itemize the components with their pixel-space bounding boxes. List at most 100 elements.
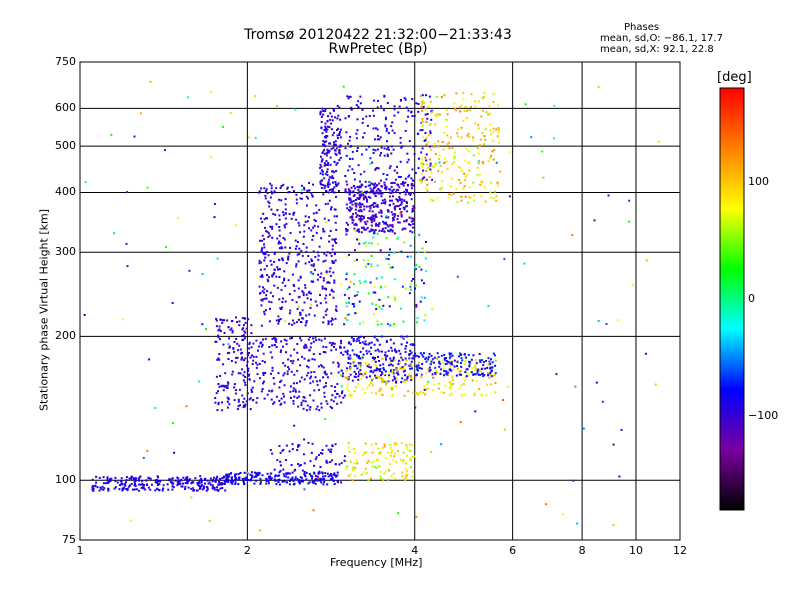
data-point: [553, 137, 555, 140]
data-point: [371, 216, 374, 219]
data-point: [429, 168, 432, 171]
data-point: [107, 489, 110, 492]
data-point: [397, 205, 400, 208]
data-point: [400, 356, 403, 359]
data-point: [296, 396, 299, 399]
data-point: [259, 268, 262, 271]
data-point: [297, 260, 300, 263]
data-point: [340, 392, 343, 395]
data-point: [376, 184, 379, 187]
data-point: [437, 387, 440, 390]
data-point: [378, 452, 381, 455]
data-point: [249, 473, 252, 476]
data-point: [480, 180, 483, 183]
data-point: [467, 196, 470, 198]
data-point: [357, 105, 360, 108]
data-point: [410, 184, 413, 187]
data-point: [138, 483, 141, 486]
data-point: [230, 320, 233, 323]
data-point: [103, 487, 106, 490]
data-point: [387, 210, 390, 213]
data-point: [304, 324, 307, 327]
data-point: [370, 263, 373, 266]
data-point: [399, 160, 402, 163]
data-point: [333, 342, 336, 345]
data-point: [322, 279, 325, 282]
data-point: [384, 285, 387, 288]
data-point: [487, 160, 490, 163]
data-point: [377, 134, 379, 137]
data-point: [297, 405, 300, 408]
data-point: [349, 206, 352, 209]
data-point: [133, 481, 136, 484]
data-point: [416, 367, 419, 370]
data-point: [431, 308, 434, 310]
data-point: [391, 229, 394, 232]
data-point: [421, 247, 424, 250]
data-point: [351, 168, 354, 171]
data-point: [477, 124, 480, 126]
data-point: [326, 170, 329, 173]
data-point: [202, 487, 205, 490]
data-point: [308, 408, 311, 411]
data-point: [316, 278, 319, 281]
data-point: [333, 253, 336, 255]
data-point: [389, 248, 391, 251]
data-point: [147, 486, 150, 489]
data-point: [386, 174, 389, 176]
data-point: [490, 370, 493, 373]
data-point: [226, 381, 229, 384]
data-point: [400, 200, 403, 203]
data-point: [451, 379, 454, 382]
data-point: [197, 484, 200, 487]
data-point: [359, 282, 362, 285]
data-point: [404, 347, 407, 350]
data-point: [395, 188, 398, 191]
colorbar: [719, 87, 745, 511]
data-point: [477, 152, 480, 155]
data-point: [351, 221, 354, 224]
data-point: [329, 405, 332, 408]
data-point: [309, 306, 312, 309]
data-point: [297, 358, 300, 361]
data-point: [296, 241, 299, 243]
data-point: [206, 479, 209, 482]
data-point: [219, 330, 222, 332]
data-point: [327, 115, 329, 118]
data-point: [387, 225, 390, 228]
data-point: [421, 117, 424, 120]
data-point: [358, 186, 361, 189]
data-point: [322, 475, 324, 478]
data-point: [268, 202, 271, 205]
data-point: [311, 259, 313, 262]
data-point: [391, 213, 394, 216]
data-point: [364, 467, 367, 470]
data-point: [427, 105, 430, 108]
data-point: [389, 454, 392, 457]
data-point: [320, 237, 323, 240]
data-point: [298, 481, 301, 484]
data-point: [171, 485, 174, 488]
data-point: [375, 392, 378, 395]
data-point: [293, 289, 296, 292]
data-point: [233, 350, 236, 353]
data-point: [316, 475, 319, 478]
data-point: [352, 219, 355, 222]
data-point: [287, 476, 290, 479]
data-point: [487, 113, 490, 116]
data-point: [323, 217, 326, 220]
data-point: [333, 141, 335, 144]
data-point: [229, 345, 231, 348]
data-point: [396, 200, 399, 203]
data-point: [300, 249, 303, 252]
data-point: [409, 283, 412, 285]
data-point: [319, 379, 321, 382]
data-point: [315, 456, 318, 459]
data-point: [371, 465, 374, 468]
data-point: [374, 138, 376, 141]
data-point: [367, 478, 370, 481]
data-point: [425, 120, 428, 123]
data-point: [315, 231, 318, 234]
data-point: [413, 266, 416, 269]
data-point: [342, 353, 345, 356]
